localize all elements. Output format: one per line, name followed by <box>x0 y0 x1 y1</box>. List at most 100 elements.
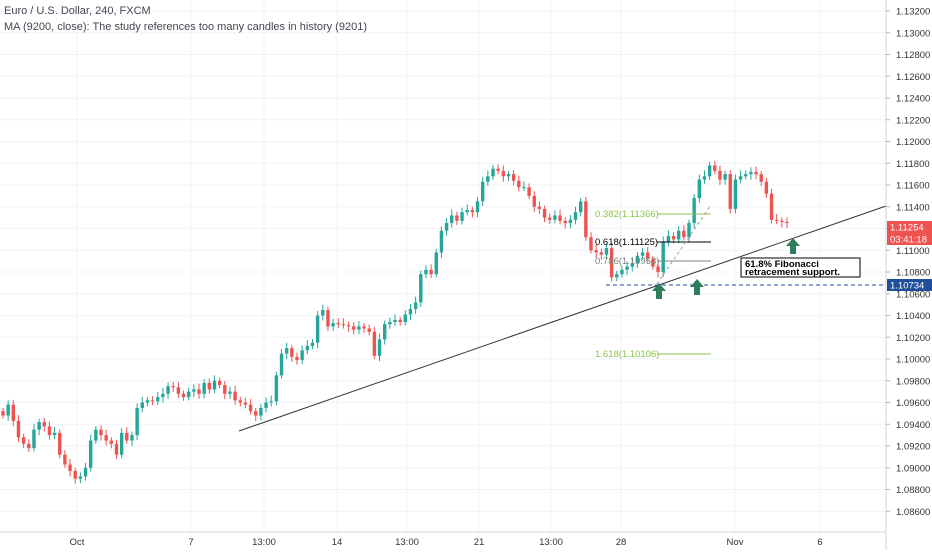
candle[interactable] <box>274 371 279 406</box>
candle[interactable] <box>377 333 382 362</box>
candle[interactable] <box>413 296 418 314</box>
candle[interactable] <box>517 175 521 192</box>
candle[interactable] <box>465 204 469 216</box>
candle[interactable] <box>181 390 186 401</box>
fib-trend-line[interactable] <box>656 204 712 285</box>
candle[interactable] <box>609 242 614 282</box>
candle[interactable] <box>537 201 542 214</box>
price-axis[interactable]: 1.13200 1.13000 1.12800 1.12600 1.12400 1.122… <box>885 0 930 550</box>
candle[interactable] <box>269 395 273 407</box>
candle[interactable] <box>506 170 511 182</box>
candle[interactable] <box>326 306 330 331</box>
candle[interactable] <box>16 415 21 442</box>
candle[interactable] <box>589 232 593 254</box>
candle[interactable] <box>341 318 346 329</box>
candle[interactable] <box>419 270 423 308</box>
candle[interactable] <box>284 342 289 359</box>
candle[interactable] <box>682 225 686 241</box>
candle[interactable] <box>63 450 67 468</box>
candle[interactable] <box>331 318 335 331</box>
candle[interactable] <box>728 169 732 214</box>
candle[interactable] <box>501 165 506 182</box>
candle[interactable] <box>439 226 444 258</box>
candle[interactable] <box>32 424 36 452</box>
candle[interactable] <box>248 399 253 415</box>
candle[interactable] <box>702 170 707 184</box>
candle[interactable] <box>625 261 629 276</box>
candle[interactable] <box>697 174 702 203</box>
candle[interactable] <box>599 248 604 260</box>
candle[interactable] <box>744 170 748 180</box>
candle[interactable] <box>58 429 62 459</box>
candle[interactable] <box>228 386 232 399</box>
candle[interactable] <box>388 317 392 329</box>
candle[interactable] <box>207 378 212 394</box>
candle[interactable] <box>362 323 366 333</box>
candle[interactable] <box>640 247 645 260</box>
candle[interactable] <box>754 166 758 180</box>
candle[interactable] <box>584 197 588 241</box>
candle[interactable] <box>279 348 284 379</box>
candle[interactable] <box>713 160 717 175</box>
candle[interactable] <box>125 427 129 444</box>
candle[interactable] <box>171 381 175 392</box>
candle[interactable] <box>661 236 665 278</box>
candle[interactable] <box>11 399 16 426</box>
candle[interactable] <box>548 213 552 224</box>
candle[interactable] <box>357 320 361 335</box>
candle[interactable] <box>651 255 655 270</box>
candle[interactable] <box>558 209 562 225</box>
candle[interactable] <box>656 262 660 278</box>
candle[interactable] <box>130 431 134 446</box>
candle[interactable] <box>403 310 408 326</box>
candle[interactable] <box>161 387 165 403</box>
candle[interactable] <box>475 197 480 218</box>
candle[interactable] <box>434 249 438 278</box>
up-arrow-icon[interactable] <box>652 283 666 299</box>
candle[interactable] <box>578 198 583 217</box>
candle[interactable] <box>305 340 310 354</box>
candle[interactable] <box>511 169 516 186</box>
candle[interactable] <box>738 170 743 184</box>
candle[interactable] <box>635 251 640 268</box>
candle[interactable] <box>114 439 119 459</box>
candle[interactable] <box>630 257 634 272</box>
candle[interactable] <box>496 164 500 175</box>
candle[interactable] <box>460 207 464 225</box>
candle[interactable] <box>666 230 671 247</box>
candle[interactable] <box>145 397 150 407</box>
candle[interactable] <box>295 352 299 365</box>
candle[interactable] <box>398 316 402 326</box>
candle[interactable] <box>310 338 315 350</box>
candle[interactable] <box>52 427 57 440</box>
candle[interactable] <box>166 382 170 399</box>
candle[interactable] <box>785 217 789 229</box>
candle[interactable] <box>604 243 609 260</box>
candle[interactable] <box>176 381 181 398</box>
candle[interactable] <box>764 177 769 198</box>
candle[interactable] <box>470 206 475 218</box>
candle[interactable] <box>88 434 93 472</box>
candle[interactable] <box>372 326 377 359</box>
candle[interactable] <box>568 215 573 229</box>
candle[interactable] <box>202 379 206 399</box>
candle[interactable] <box>21 433 26 448</box>
candle[interactable] <box>186 387 191 401</box>
candle[interactable] <box>192 384 196 398</box>
candle[interactable] <box>321 304 325 321</box>
candle[interactable] <box>542 205 547 223</box>
candle[interactable] <box>408 303 413 320</box>
candle[interactable] <box>527 183 531 200</box>
candle[interactable] <box>573 206 578 225</box>
candle[interactable] <box>429 264 433 278</box>
candle[interactable] <box>382 320 387 345</box>
candle[interactable] <box>119 427 124 459</box>
candle[interactable] <box>140 397 144 413</box>
candle[interactable] <box>522 181 526 191</box>
candle[interactable] <box>486 170 490 186</box>
up-arrow-icon[interactable] <box>786 238 800 254</box>
candle[interactable] <box>238 396 242 407</box>
candle[interactable] <box>259 403 263 421</box>
candle[interactable] <box>212 375 217 394</box>
